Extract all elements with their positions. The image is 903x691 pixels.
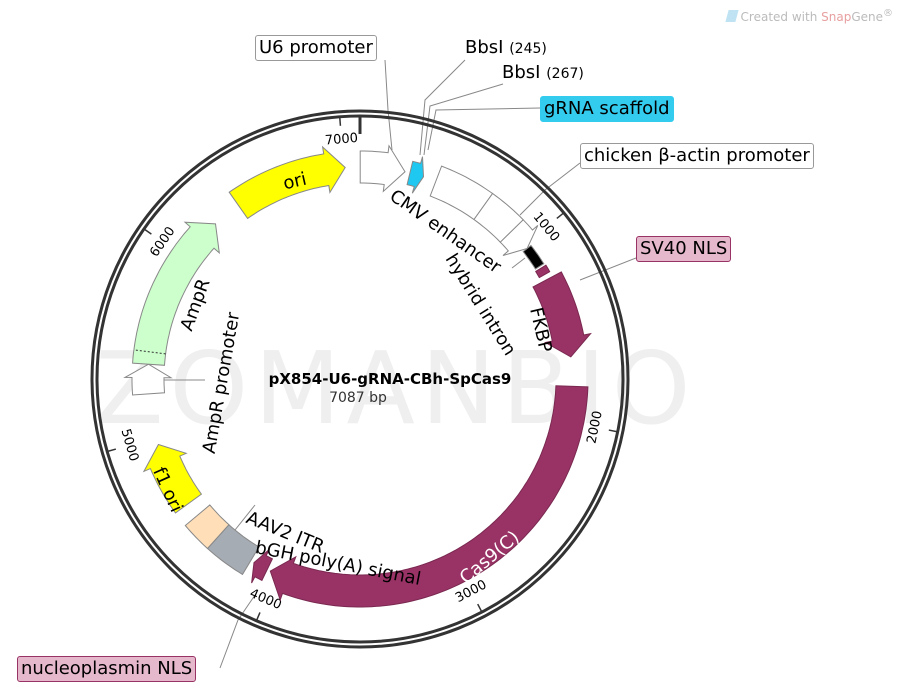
feature-segment[interactable] (522, 244, 545, 270)
tick-label: 7000 (324, 131, 358, 149)
site-bbsi-245[interactable]: BbsI (245) (465, 37, 547, 58)
tick-label: 2000 (584, 410, 605, 445)
feature-cas9-c-[interactable] (269, 385, 589, 608)
connector-bbsi-267 (423, 83, 504, 156)
feature-fkbp[interactable] (532, 271, 592, 358)
feature-u6-promoter[interactable] (359, 144, 406, 193)
site-bbsi-267[interactable]: BbsI (267) (502, 62, 584, 83)
tick-label: 5000 (118, 427, 142, 463)
tick-mark (477, 603, 483, 612)
feature-label-amppro: AmpR promoter (199, 310, 245, 455)
tick-label: 1000 (530, 210, 563, 245)
feature-ampr-promoter[interactable] (123, 363, 173, 396)
connector-sv40 (579, 257, 637, 281)
tick-mark (608, 429, 617, 433)
connector-grna (427, 107, 541, 151)
tick-mark (107, 448, 117, 452)
tick-mark (144, 228, 152, 235)
feature-label-ori: ori (281, 169, 309, 195)
ampr-divider (133, 349, 166, 355)
feature-nucleoplasmin-nls[interactable] (251, 549, 274, 584)
feature-aav2-itr[interactable] (184, 504, 230, 550)
watermark: ZOMANBIO (95, 330, 697, 447)
backbone-outer (90, 109, 630, 649)
connector-u6 (384, 59, 393, 151)
label-sv40-nls[interactable]: SV40 NLS (636, 236, 732, 262)
tick-mark (256, 612, 261, 621)
feature-sv40-nls[interactable] (535, 264, 551, 279)
tick-mark (339, 117, 342, 126)
feature-f1-ori[interactable] (142, 443, 203, 514)
snapgene-credit: Created with SnapGene® (724, 8, 893, 24)
label-nucleoplasmin-nls[interactable]: nucleoplasmin NLS (17, 656, 197, 682)
connector-aav (234, 504, 256, 531)
connector-intron (511, 257, 526, 269)
connector-npm (219, 594, 256, 669)
connector-bbsi-245 (419, 59, 466, 156)
plasmid-length: 7087 bp (329, 390, 387, 406)
plasmid-name: pX854-U6-gRNA-CBh-SpCas9 (269, 370, 512, 388)
tick-mark (556, 212, 564, 220)
label-chicken-beta-actin-promoter[interactable]: chicken β-actin promoter (580, 143, 814, 169)
feature-ori[interactable] (228, 145, 346, 220)
feature-hybrid-intron[interactable] (499, 219, 539, 256)
feature-ampr[interactable] (132, 221, 220, 366)
label-u6-promoter[interactable]: U6 promoter (255, 35, 377, 61)
feature-grna-scaffold[interactable] (406, 156, 425, 194)
label-grna-scaffold[interactable]: gRNA scaffold (540, 96, 674, 122)
